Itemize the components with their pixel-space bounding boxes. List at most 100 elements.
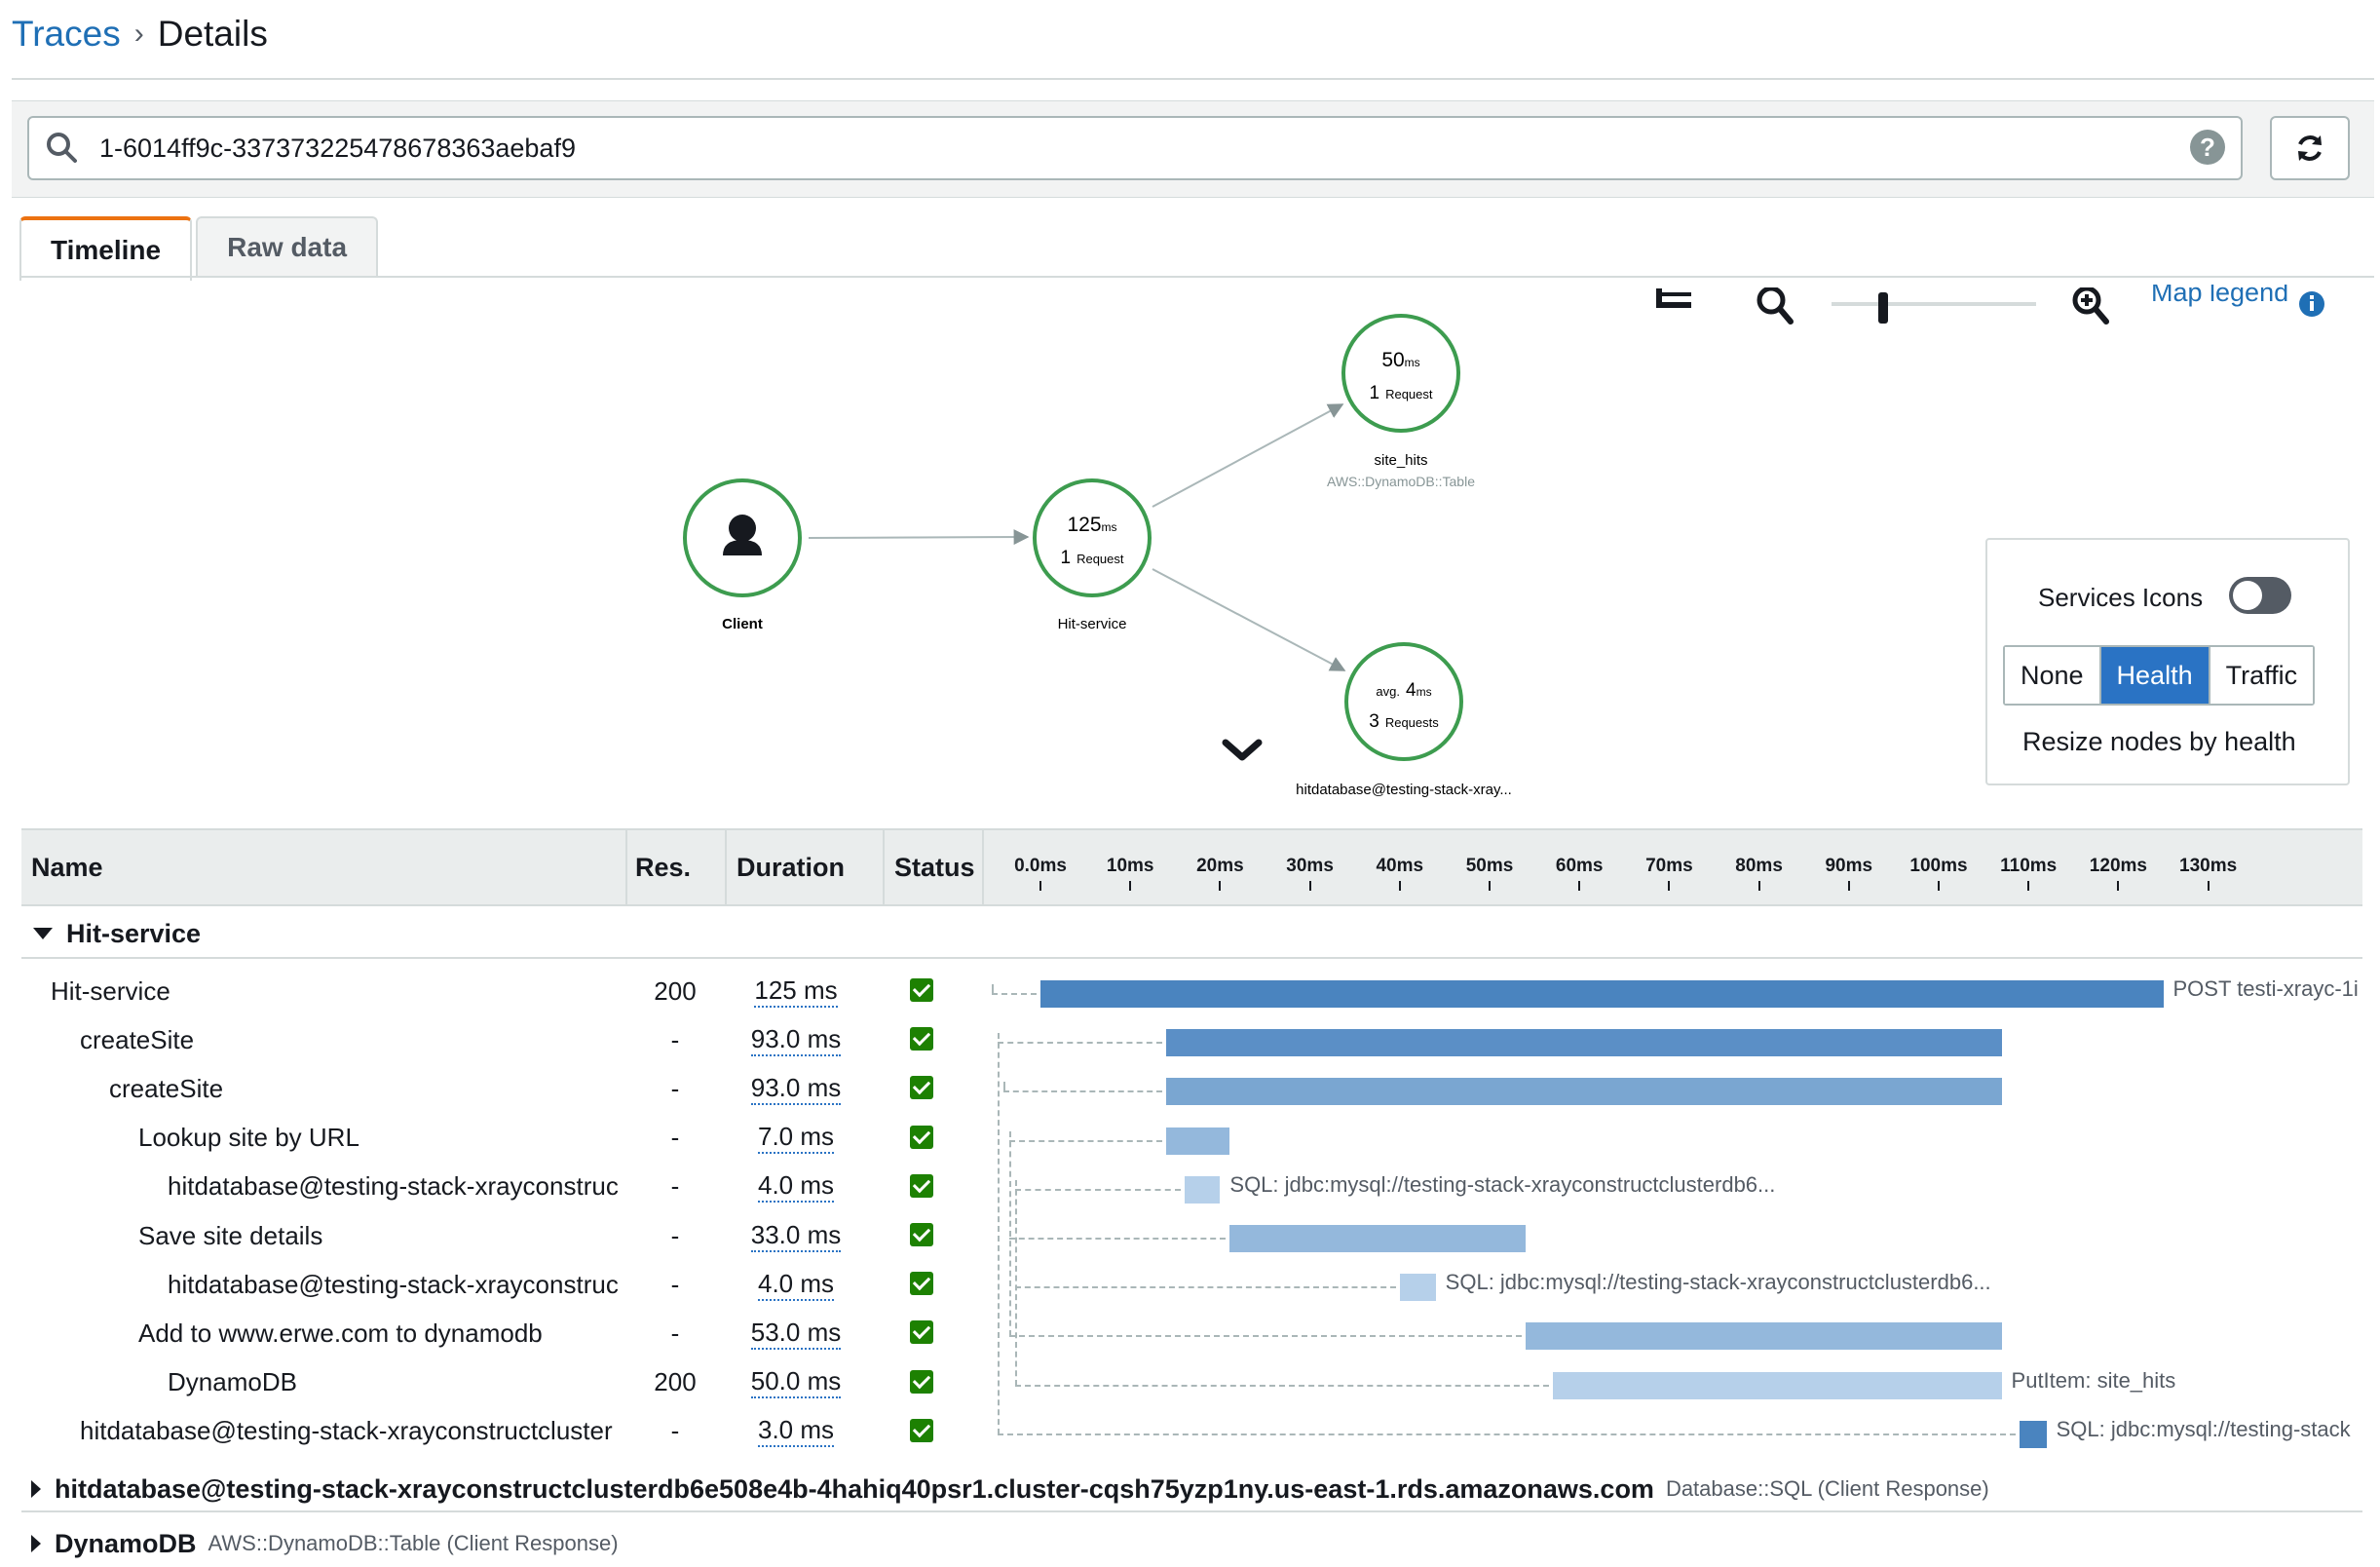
- row-duration[interactable]: 93.0 ms: [733, 1015, 859, 1064]
- row-duration-value[interactable]: 50.0 ms: [750, 1366, 842, 1399]
- timeline-bar[interactable]: [1166, 1029, 2002, 1057]
- table-row[interactable]: createSite - 93.0 ms: [0, 1064, 2380, 1113]
- row-duration[interactable]: 4.0 ms: [733, 1260, 859, 1309]
- map-toolbar: [1656, 287, 2324, 325]
- breadcrumb-traces-link[interactable]: Traces: [12, 14, 121, 54]
- zoom-in-icon[interactable]: [2072, 287, 2109, 325]
- node-client[interactable]: Client: [683, 478, 802, 632]
- row-name: Lookup site by URL: [138, 1123, 359, 1153]
- tick-mark: [1308, 881, 1311, 891]
- tick-mark: [1039, 881, 1041, 891]
- chevron-down-icon[interactable]: [1222, 739, 1263, 761]
- bar-label: SQL: jdbc:mysql://testing-stack-xraycons…: [1229, 1171, 1776, 1197]
- group-hit-service[interactable]: Hit-service: [21, 910, 201, 957]
- tick-label: 110ms: [2000, 856, 2058, 876]
- timeline-bar[interactable]: [1166, 1127, 1229, 1155]
- node-site-hits[interactable]: 50ms 1 Request site_hits AWS::DynamoDB::T…: [1327, 314, 1475, 489]
- edge-hitservice-sitehits: [1152, 403, 1344, 508]
- row-duration-value[interactable]: 4.0 ms: [757, 1269, 835, 1301]
- services-icons-toggle[interactable]: [2229, 577, 2291, 614]
- trace-search-input[interactable]: 1-6014ff9c-337373225478678363aebaf9 ?: [27, 116, 2243, 180]
- mode-health-button[interactable]: Health: [2098, 647, 2209, 704]
- tab-raw-data[interactable]: Raw data: [196, 216, 379, 277]
- row-duration-value[interactable]: 53.0 ms: [750, 1318, 842, 1350]
- node-client-label: Client: [722, 616, 763, 632]
- tab-timeline[interactable]: Timeline: [19, 216, 193, 281]
- node-mode-segmented-control: None Health Traffic: [2003, 645, 2316, 706]
- timeline-bar[interactable]: [1166, 1078, 2002, 1106]
- row-duration-value[interactable]: 3.0 ms: [757, 1415, 835, 1448]
- service-map[interactable]: Client 125ms 1 Request Hit-service 50ms 1…: [0, 287, 2380, 823]
- mode-traffic-button[interactable]: Traffic: [2208, 647, 2314, 704]
- row-name: Save site details: [138, 1220, 323, 1250]
- table-row[interactable]: hitdatabase@testing-stack-xrayconstruc - 4…: [0, 1260, 2380, 1309]
- divider: [21, 1510, 2362, 1512]
- row-duration[interactable]: 3.0 ms: [733, 1407, 859, 1456]
- node-hit-service-label: Hit-service: [1058, 616, 1127, 632]
- tree-connector: [992, 984, 994, 994]
- column-res[interactable]: Res.: [635, 852, 692, 882]
- row-duration[interactable]: 33.0 ms: [733, 1211, 859, 1260]
- row-duration[interactable]: 4.0 ms: [733, 1163, 859, 1211]
- edge-client-hitservice: [808, 529, 1030, 546]
- status-ok-icon: [910, 1418, 933, 1442]
- table-row[interactable]: Add to www.erwe.com to dynamodb - 53.0 ms: [0, 1309, 2380, 1357]
- reset-view-icon[interactable]: [1656, 288, 1691, 308]
- row-duration-value[interactable]: 93.0 ms: [750, 1024, 842, 1056]
- status-ok-icon: [910, 1369, 933, 1394]
- row-duration-value[interactable]: 125 ms: [754, 975, 838, 1008]
- info-icon[interactable]: [2299, 291, 2324, 317]
- status-ok-icon: [910, 978, 933, 1002]
- services-icons-label: Services Icons: [2038, 583, 2204, 612]
- column-name[interactable]: Name: [31, 852, 103, 882]
- table-row[interactable]: Hit-service 200 125 ms POST testi-xrayc-1i: [0, 967, 2380, 1015]
- caret-down-icon: [33, 928, 53, 939]
- row-duration-value[interactable]: 4.0 ms: [757, 1170, 835, 1204]
- row-duration[interactable]: 50.0 ms: [733, 1358, 859, 1407]
- table-row[interactable]: hitdatabase@testing-stack-xrayconstructc…: [0, 1407, 2380, 1456]
- map-legend-link[interactable]: Map legend: [2151, 285, 2289, 307]
- row-duration[interactable]: 7.0 ms: [733, 1114, 859, 1163]
- timeline-bar[interactable]: [1525, 1322, 2002, 1351]
- table-row[interactable]: Lookup site by URL - 7.0 ms: [0, 1114, 2380, 1163]
- table-row[interactable]: DynamoDB 200 50.0 ms PutItem: site_hits: [0, 1358, 2380, 1407]
- row-duration-value[interactable]: 33.0 ms: [750, 1220, 842, 1252]
- status-ok-icon: [910, 1223, 933, 1246]
- timeline-bar[interactable]: [1040, 980, 2164, 1008]
- row-duration-value[interactable]: 7.0 ms: [757, 1122, 835, 1155]
- row-duration[interactable]: 53.0 ms: [733, 1309, 859, 1357]
- tick-mark: [1489, 881, 1491, 891]
- refresh-button[interactable]: [2270, 116, 2350, 180]
- help-icon[interactable]: ?: [2190, 130, 2225, 165]
- table-row[interactable]: hitdatabase@testing-stack-xrayconstruc - 4…: [0, 1163, 2380, 1211]
- tree-connector: [1009, 1139, 1163, 1142]
- column-status[interactable]: Status: [894, 852, 975, 882]
- timeline-bar[interactable]: [1399, 1274, 1436, 1302]
- group-dynamodb[interactable]: DynamoDB AWS::DynamoDB::Table (Client Re…: [21, 1520, 619, 1567]
- timeline-bar[interactable]: [1184, 1175, 1221, 1204]
- table-row[interactable]: createSite - 93.0 ms: [0, 1015, 2380, 1064]
- row-duration-value[interactable]: 93.0 ms: [750, 1073, 842, 1105]
- zoom-out-icon[interactable]: [1757, 287, 1794, 325]
- tick-label: 70ms: [1645, 856, 1693, 876]
- row-duration[interactable]: 125 ms: [733, 967, 859, 1015]
- refresh-icon: [2298, 135, 2322, 161]
- search-input-value[interactable]: 1-6014ff9c-337373225478678363aebaf9: [99, 133, 576, 163]
- node-hitdatabase[interactable]: avg. 4ms 3 Requests hitdatabase@testing-st…: [1296, 642, 1512, 798]
- column-duration[interactable]: Duration: [737, 852, 845, 882]
- tick-label: 100ms: [1909, 856, 1968, 876]
- row-duration[interactable]: 93.0 ms: [733, 1064, 859, 1113]
- timeline-bar[interactable]: [1552, 1371, 2002, 1399]
- timeline-bar[interactable]: [1228, 1225, 1526, 1252]
- group-hitdatabase[interactable]: hitdatabase@testing-stack-xrayconstructc…: [21, 1466, 2362, 1512]
- svg-text:50ms: 50ms: [1381, 349, 1419, 371]
- node-hit-service[interactable]: 125ms 1 Request Hit-service: [1033, 478, 1152, 632]
- timeline-bar[interactable]: [2019, 1420, 2047, 1448]
- tick-mark: [1757, 881, 1760, 891]
- tree-connector: [1009, 1335, 1522, 1338]
- table-row[interactable]: Save site details - 33.0 ms: [0, 1211, 2380, 1260]
- mode-none-button[interactable]: None: [2005, 647, 2099, 704]
- zoom-slider[interactable]: [1832, 292, 2036, 324]
